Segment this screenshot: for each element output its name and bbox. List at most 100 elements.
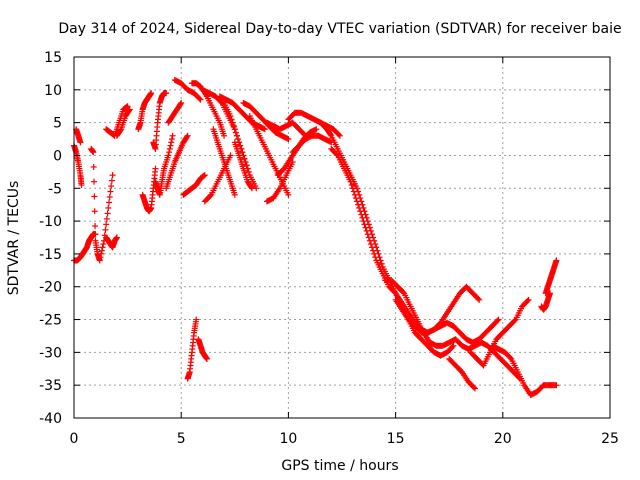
data-point: [261, 126, 268, 133]
data-point: [165, 152, 172, 159]
data-point: [507, 354, 514, 361]
data-point: [355, 201, 362, 208]
data-point: [91, 208, 98, 215]
series-arc-2: [71, 231, 99, 264]
data-point: [471, 385, 478, 392]
data-point: [347, 178, 354, 185]
series-arc-24: [231, 139, 255, 192]
data-point: [90, 163, 97, 170]
data-point: [107, 188, 114, 195]
data-point: [327, 131, 334, 138]
series-arc-14: [171, 76, 204, 103]
data-point: [239, 149, 246, 156]
data-point: [348, 181, 355, 188]
data-point: [106, 199, 113, 206]
data-point: [98, 247, 105, 254]
series-arc-5: [103, 234, 120, 251]
series-arc-18: [188, 80, 228, 139]
series-arc-38: [489, 342, 560, 399]
data-point: [370, 247, 377, 254]
data-point: [126, 106, 133, 113]
data-point: [336, 132, 343, 139]
series-arc-7: [113, 106, 133, 139]
data-point: [352, 195, 359, 202]
data-point: [378, 260, 385, 267]
data-point: [369, 244, 376, 251]
data-point: [372, 254, 379, 261]
grid-lines: [74, 57, 610, 418]
data-point: [108, 177, 115, 184]
data-point: [333, 151, 340, 158]
data-point: [335, 131, 342, 138]
data-point: [99, 244, 106, 251]
data-point: [245, 168, 252, 175]
data-point: [108, 183, 115, 190]
data-point: [126, 107, 133, 114]
series-arc-27: [263, 119, 309, 139]
data-point: [313, 126, 320, 133]
data-point: [248, 185, 255, 192]
data-point: [349, 185, 356, 192]
data-point: [475, 295, 482, 302]
data-point: [450, 342, 457, 349]
data-point: [227, 152, 234, 159]
data-point: [103, 215, 110, 222]
data-point: [357, 208, 364, 215]
data-point: [104, 210, 111, 217]
series-arc-15: [180, 172, 208, 198]
series-arc-20: [201, 152, 234, 205]
data-point: [364, 231, 371, 238]
data-point: [360, 218, 367, 225]
series-arc-21: [210, 126, 238, 198]
data-point: [203, 355, 210, 362]
data-point: [100, 241, 107, 248]
series-arc-17: [195, 336, 210, 362]
data-point: [524, 297, 531, 304]
data-point: [78, 181, 85, 188]
data-point: [354, 198, 361, 205]
series-arc-30: [285, 109, 343, 139]
data-point: [221, 132, 228, 139]
data-point: [494, 317, 501, 324]
data-point: [235, 136, 242, 143]
data-point: [168, 136, 175, 143]
series-arc-33: [328, 145, 502, 346]
data-point: [237, 142, 244, 149]
series-arc-10: [150, 90, 170, 152]
data-point: [361, 221, 368, 228]
data-point: [124, 103, 131, 110]
data-point: [231, 191, 238, 198]
data-point: [178, 99, 185, 106]
series-arc-3: [73, 126, 84, 146]
data-point: [166, 145, 173, 152]
data-point: [363, 227, 370, 234]
data-point: [148, 90, 155, 97]
data-point: [400, 289, 407, 296]
data-point: [98, 250, 105, 257]
data-point: [350, 188, 357, 195]
data-point: [243, 162, 250, 169]
data-point: [91, 193, 98, 200]
data-point: [197, 96, 204, 103]
series-arc-8: [135, 90, 155, 133]
data-point: [227, 113, 234, 120]
data-point: [96, 257, 103, 264]
data-point: [103, 221, 110, 228]
data-point: [207, 192, 214, 199]
data-point: [184, 132, 191, 139]
series-arc-37: [467, 296, 532, 369]
data-point: [285, 191, 292, 198]
data-point: [167, 142, 174, 149]
data-point: [152, 165, 159, 172]
data-point: [183, 133, 190, 140]
data-point: [362, 224, 369, 231]
series-arc-11: [152, 132, 176, 198]
data-point: [102, 226, 109, 233]
data-point: [241, 155, 248, 162]
data-point: [285, 136, 292, 143]
data-point: [201, 172, 208, 179]
series-arc-12: [165, 99, 185, 126]
series-arc-35: [392, 283, 483, 336]
data-point: [113, 234, 120, 241]
